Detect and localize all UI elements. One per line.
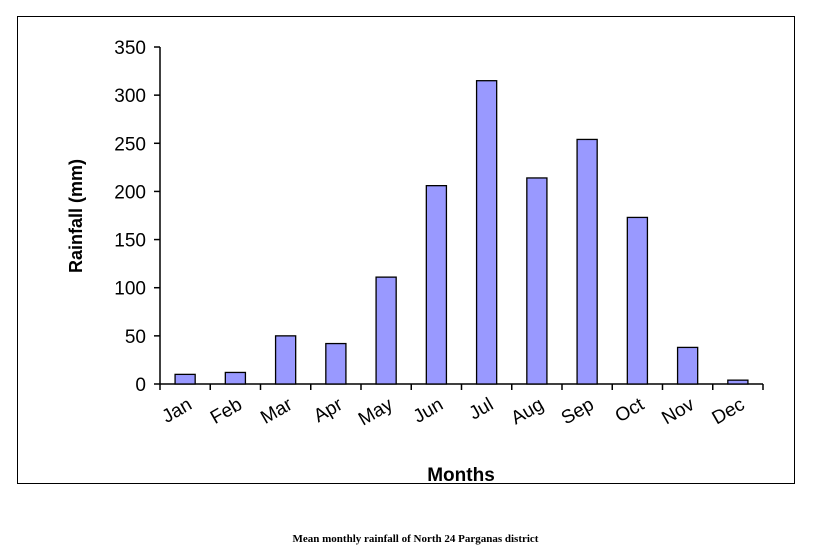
y-axis-title: Rainfall (mm) — [66, 159, 86, 273]
x-tick-label-jan: Jan — [159, 394, 196, 428]
x-tick-label-dec: Dec — [709, 394, 749, 429]
bar-oct — [626, 216, 649, 385]
x-tick-label-may: May — [355, 394, 397, 430]
figure-caption: Mean monthly rainfall of North 24 Pargan… — [292, 533, 539, 545]
bar-apr — [325, 342, 347, 385]
y-tick-label: 200 — [114, 182, 146, 203]
chart-frame — [17, 16, 795, 484]
x-axis-title: Months — [427, 465, 495, 486]
bar-mar — [274, 335, 297, 385]
bar-aug — [526, 177, 548, 385]
bar-dec — [727, 379, 749, 385]
x-tick-label-nov: Nov — [658, 394, 698, 429]
y-tick-label: 100 — [114, 279, 146, 300]
y-tick-label: 250 — [114, 134, 146, 155]
y-tick-label: 50 — [125, 327, 146, 348]
y-tick-label: 150 — [114, 231, 146, 252]
bar-jan — [174, 373, 196, 385]
x-tick-label-mar: Mar — [257, 394, 296, 429]
y-tick-label: 300 — [114, 86, 146, 107]
bar-jul — [475, 80, 498, 385]
rainfall-bar-chart: 0 50 100 150 200 250 300 350 Jan Feb Mar Apr May Jun J… — [66, 38, 764, 486]
x-tick-label-jul: Jul — [466, 394, 498, 424]
bar-sep — [576, 138, 598, 385]
x-tick-label-apr: Apr — [310, 394, 347, 427]
y-tick-label: 350 — [114, 38, 146, 59]
x-tick-label-feb: Feb — [207, 394, 246, 429]
x-tick-label-sep: Sep — [558, 394, 598, 429]
bar-jun — [425, 185, 448, 385]
plot-area: 0 50 100 150 200 250 300 350 Jan Feb Mar Apr May Jun J… — [114, 38, 764, 430]
bar-feb — [224, 371, 247, 385]
bar-nov — [676, 346, 699, 385]
x-tick-label-jun: Jun — [410, 394, 447, 428]
y-tick-label: 0 — [135, 375, 146, 396]
x-tick-label-oct: Oct — [612, 394, 649, 427]
x-tick-label-aug: Aug — [508, 394, 548, 429]
bar-may — [375, 276, 397, 385]
